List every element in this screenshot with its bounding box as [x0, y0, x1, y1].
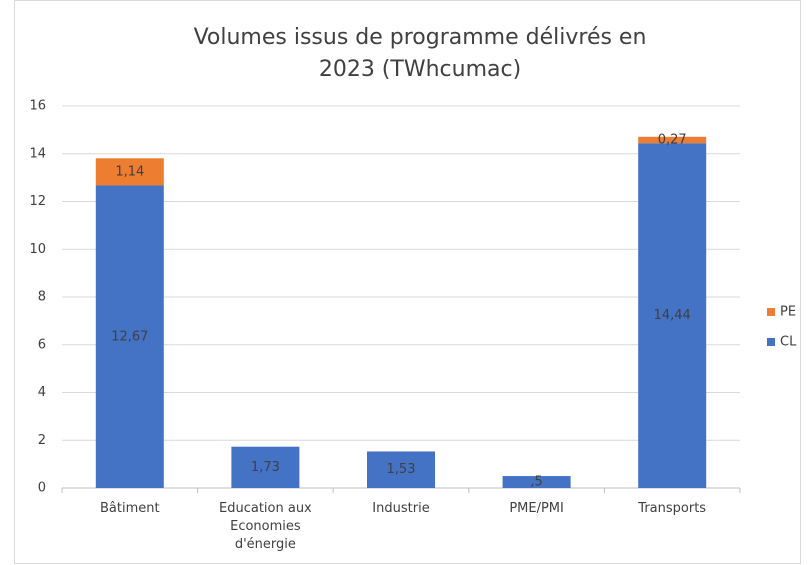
y-tick-label: 4 — [38, 385, 46, 400]
bar-segment — [638, 136, 707, 144]
data-label: 14,44 — [654, 308, 691, 323]
legend-swatch — [767, 338, 775, 346]
legend-swatch — [767, 308, 775, 316]
x-tick-label: Transports — [638, 501, 707, 516]
y-tick-label: 6 — [38, 337, 46, 352]
y-tick-label: 0 — [38, 481, 46, 496]
data-label: 1,14 — [115, 164, 144, 179]
y-tick-label: 14 — [29, 146, 46, 161]
chart-border — [14, 0, 801, 564]
y-tick-label: 16 — [29, 99, 46, 114]
data-label: 12,67 — [111, 329, 148, 344]
data-label: ,5 — [530, 475, 542, 490]
bar-segment — [95, 185, 164, 488]
y-tick-label: 8 — [38, 290, 46, 305]
bar-segment — [502, 476, 571, 488]
chart-title: Volumes issus de programme délivrés en 2… — [193, 25, 647, 82]
y-tick-label: 2 — [38, 433, 46, 448]
bar-segment — [367, 451, 435, 488]
bar-segment — [95, 158, 164, 186]
data-label: 0,27 — [658, 133, 687, 148]
data-label: 1,73 — [251, 460, 280, 475]
x-tick-label: Education aux Economies d'énergie — [219, 501, 312, 552]
bar-segment — [231, 446, 300, 488]
y-tick-label: 12 — [29, 194, 46, 209]
x-tick-label: Industrie — [372, 501, 430, 516]
legend-label: PE — [780, 305, 796, 320]
data-label: 1,53 — [387, 462, 416, 477]
legend-label: CL — [780, 335, 797, 350]
y-tick-label: 10 — [29, 242, 46, 257]
x-tick-label: PME/PMI — [509, 501, 564, 516]
x-tick-label: Bâtiment — [100, 501, 160, 516]
bar-segment — [638, 143, 707, 488]
